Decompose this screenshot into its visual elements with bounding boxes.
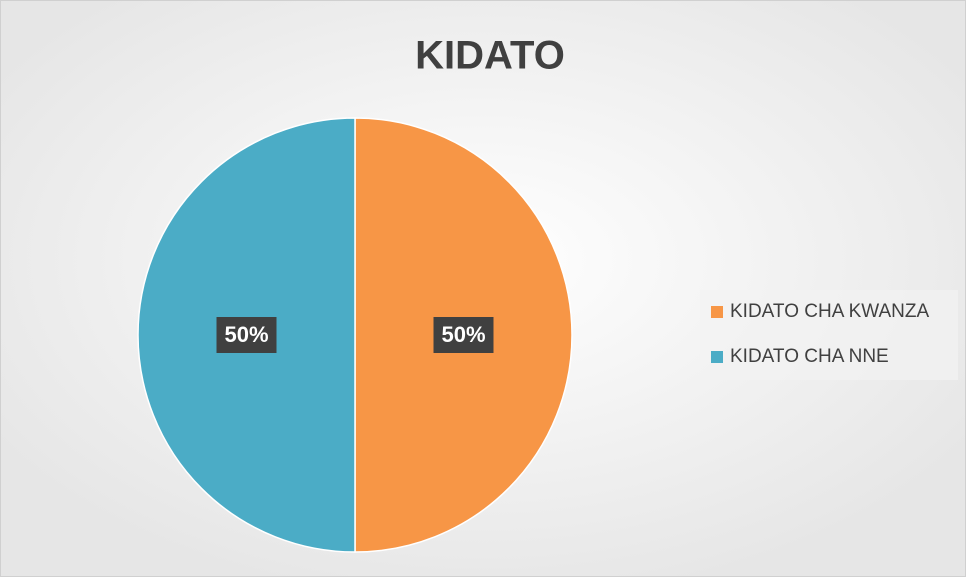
legend-box [700, 290, 958, 380]
data-label: 50% [441, 322, 485, 347]
legend-label: KIDATO CHA NNE [730, 346, 889, 367]
data-label-box [216, 317, 277, 353]
legend-swatch [711, 306, 723, 318]
data-label-box [433, 317, 494, 353]
legend-swatch [711, 351, 723, 363]
data-label: 50% [224, 322, 268, 347]
legend-label: KIDATO CHA KWANZA [730, 301, 930, 322]
chart-title: KIDATO [415, 34, 565, 78]
